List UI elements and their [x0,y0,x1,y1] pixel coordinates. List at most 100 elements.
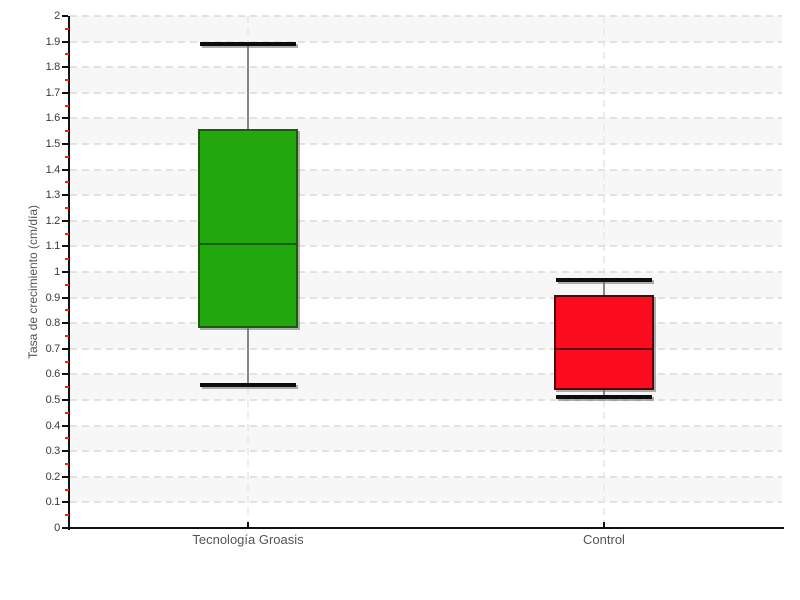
y-major-tick [62,245,68,248]
gridline-h [70,475,782,478]
y-tick-label: 0.2 [45,470,61,483]
y-tick-label: 1.4 [45,163,61,176]
y-minor-tick [65,79,69,81]
box-rect [198,128,298,329]
gridline-h [70,245,782,248]
y-tick-label: 0.8 [45,317,61,330]
gridline-h [70,194,782,197]
y-tick-label: 0.1 [45,496,61,509]
y-minor-tick [65,207,69,209]
y-tick-label: 0.5 [45,394,61,406]
gridline-h [70,40,782,43]
grid-band [70,425,782,452]
whisker-stem [603,279,605,296]
plot-area [70,15,782,528]
gridline-h [70,271,782,273]
y-major-tick [62,66,68,69]
y-minor-tick [65,258,69,261]
y-minor-tick [65,309,69,312]
y-tick-label: 0.4 [45,419,61,432]
y-minor-tick [65,514,69,517]
y-minor-tick [65,386,69,389]
x-tick-label: Tecnología Groasis [192,532,304,547]
grid-band [70,374,782,400]
grid-band [70,272,782,298]
gridline-h [70,168,782,171]
y-tick-label: 0.9 [45,291,61,304]
gridline-h [70,399,782,401]
median-line [198,242,298,245]
gridline-h [70,66,782,69]
grid-band [70,16,782,42]
grid-band [70,323,782,349]
y-major-tick [62,91,68,94]
y-tick-label: 1.5 [45,138,61,150]
whisker-stem [247,328,249,385]
y-tick-label: 1 [54,266,60,278]
x-tick [247,522,249,528]
y-minor-tick [65,53,69,56]
gridline-h [70,501,782,504]
y-tick-label: 0.7 [45,342,61,355]
gridline-h [70,296,782,299]
y-minor-tick [65,130,69,133]
gridline-h [70,424,782,427]
gridline-h [70,347,782,350]
grid-band [70,67,782,93]
y-axis-line [68,16,70,530]
x-tick-label: Control [583,532,625,547]
x-axis-line [68,527,784,529]
whisker-cap-bottom [556,395,652,400]
y-minor-tick [65,283,69,286]
y-minor-tick [65,360,69,363]
y-major-tick [62,143,68,145]
y-minor-tick [65,463,69,465]
gridline-h [70,373,782,376]
y-major-tick [62,322,68,325]
y-major-tick [62,399,68,401]
whisker-cap-bottom [200,382,296,387]
y-major-tick [62,219,68,222]
y-tick-label: 1.6 [45,112,61,125]
y-minor-tick [65,437,69,440]
y-minor-tick [65,181,69,184]
whisker-stem [603,389,605,398]
y-tick-label: 2 [54,10,60,22]
y-minor-tick [65,155,69,158]
grid-band [70,169,782,196]
y-tick-label: 1.1 [45,240,61,253]
y-tick-label: 1.2 [45,214,61,227]
y-tick-label: 0 [54,522,60,534]
whisker-cap-top [556,277,652,282]
y-tick-label: 1.7 [45,86,61,99]
gridline-h [70,117,782,120]
grid-band [70,220,782,247]
median-line [554,347,654,350]
y-major-tick [62,117,68,120]
y-major-tick [62,40,68,43]
y-minor-tick [65,411,69,414]
y-tick-label: 1.8 [45,61,61,74]
y-tick-label: 1.9 [45,35,61,48]
y-major-tick [62,271,68,273]
y-major-tick [62,475,68,478]
gridline-h [70,15,782,17]
whisker-stem [247,44,249,129]
y-minor-tick [65,104,69,107]
x-tick [603,522,605,528]
y-minor-tick [65,335,69,337]
y-major-tick [62,168,68,171]
y-major-tick [62,424,68,427]
gridline-h [70,322,782,325]
gridline-h [70,219,782,222]
whisker-cap-top [200,42,296,47]
y-minor-tick [65,232,69,235]
y-major-tick [62,527,68,529]
y-tick-label: 0.6 [45,368,61,381]
y-major-tick [62,501,68,504]
y-major-tick [62,194,68,197]
gridline-h [70,450,782,453]
y-major-tick [62,347,68,350]
y-major-tick [62,373,68,376]
